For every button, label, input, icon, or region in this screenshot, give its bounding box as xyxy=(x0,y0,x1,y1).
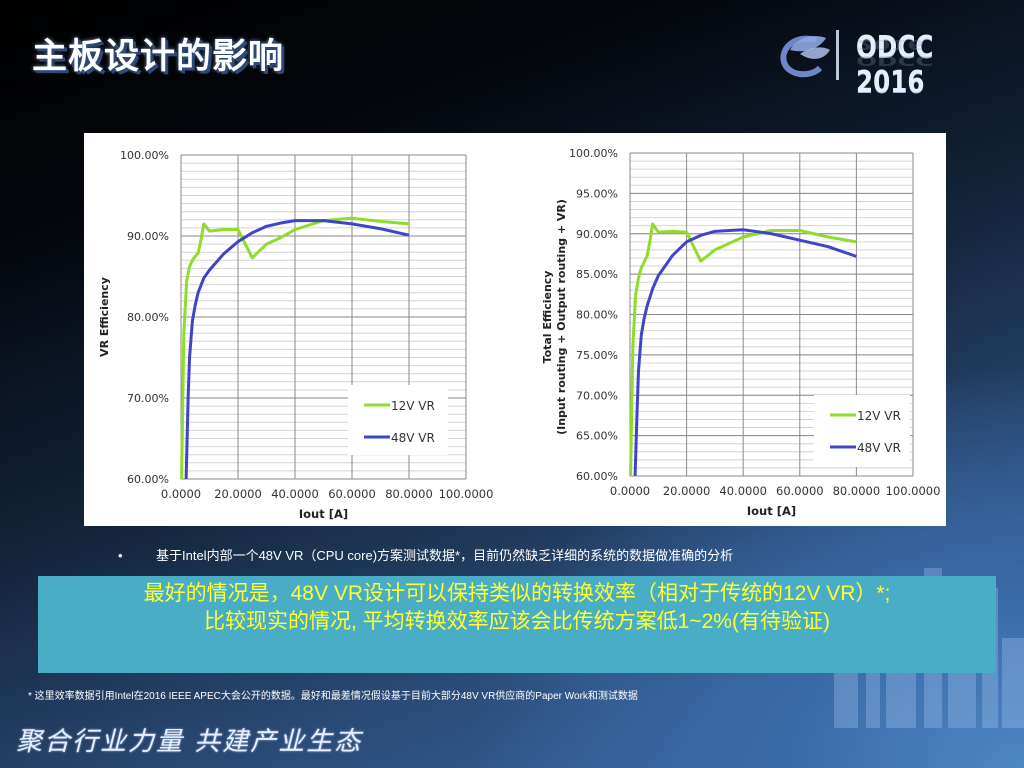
slide-title: 主板设计的影响 xyxy=(32,37,285,77)
y-tick-label: 60.00% xyxy=(127,473,169,486)
x-tick-label: 0.0000 xyxy=(161,487,201,501)
x-tick-label: 20.0000 xyxy=(663,484,711,498)
x-tick-label: 60.0000 xyxy=(776,484,824,498)
x-tick-label: 0.0000 xyxy=(610,484,650,498)
logo-separator xyxy=(836,30,839,80)
y-axis-label: VR Efficiency xyxy=(98,277,111,357)
y-tick-label: 65.00% xyxy=(576,430,618,443)
conclusion-line-2: 比较现实的情况, 平均转换效率应该会比传统方案低1~2%(有待验证) xyxy=(204,610,830,633)
x-tick-label: 20.0000 xyxy=(214,487,262,501)
y-tick-label: 100.00% xyxy=(569,147,618,160)
bullet-point: • 基于Intel内部一个48V VR（CPU core)方案测试数据*，目前仍然… xyxy=(118,545,733,564)
x-tick-label: 80.0000 xyxy=(833,484,881,498)
legend-label: 12V VR xyxy=(391,399,435,413)
y-tick-label: 90.00% xyxy=(576,228,618,241)
y-tick-label: 70.00% xyxy=(576,389,618,402)
bullet-dot-icon: • xyxy=(118,548,123,563)
legend-label: 48V VR xyxy=(857,441,901,455)
x-axis-label: Iout [A] xyxy=(299,507,348,521)
odcc-logo: ODCC 2016 ODCC 2016 xyxy=(772,24,1012,100)
legend xyxy=(814,395,910,467)
legend-label: 12V VR xyxy=(857,409,901,423)
y-tick-label: 70.00% xyxy=(127,392,169,405)
x-axis-label: Iout [A] xyxy=(747,504,796,518)
y-axis-label: (Input routing + Output routing + VR) xyxy=(555,199,568,435)
x-tick-label: 60.0000 xyxy=(328,487,376,501)
logo-reflection: ODCC 2016 xyxy=(856,36,934,69)
x-tick-label: 40.0000 xyxy=(719,484,767,498)
y-tick-label: 85.00% xyxy=(576,268,618,281)
y-tick-label: 95.00% xyxy=(576,187,618,200)
logo-text: ODCC 2016 xyxy=(856,30,934,100)
conclusion-box: 最好的情况是，48V VR设计可以保持类似的转换效率（相对于传统的12V VR）… xyxy=(38,576,996,673)
x-tick-label: 100.0000 xyxy=(439,487,494,501)
efficiency-charts-panel: 60.00% 70.00% 80.00% 90.00% 100.00% 0.0000 20.… xyxy=(84,133,946,526)
x-tick-label: 40.0000 xyxy=(271,487,319,501)
chart-1: 60.00% 70.00% 80.00% 90.00% 100.00% 0.0000 20.… xyxy=(98,149,493,521)
y-axis-label: Total Efficiency xyxy=(541,271,554,364)
x-tick-label: 100.0000 xyxy=(886,484,941,498)
odcc-emblem-icon xyxy=(780,35,830,78)
y-tick-label: 90.00% xyxy=(127,230,169,243)
y-tick-label: 75.00% xyxy=(576,349,618,362)
legend-label: 48V VR xyxy=(391,431,435,445)
chart-2: 60.00% 65.00% 70.00% 75.00% 80.00% 85.00% 90.0… xyxy=(541,147,940,518)
y-tick-label: 100.00% xyxy=(120,149,169,162)
efficiency-charts: 60.00% 70.00% 80.00% 90.00% 100.00% 0.0000 20.… xyxy=(98,147,940,521)
series-line-48v xyxy=(633,228,857,477)
conclusion-line-1: 最好的情况是，48V VR设计可以保持类似的转换效率（相对于传统的12V VR）… xyxy=(143,582,891,605)
y-tick-label: 60.00% xyxy=(576,470,618,483)
slogan: 聚合行业力量 共建产业生态 xyxy=(16,727,363,757)
y-tick-label: 80.00% xyxy=(576,309,618,322)
y-tick-label: 80.00% xyxy=(127,311,169,324)
legend xyxy=(348,385,448,455)
x-tick-label: 80.0000 xyxy=(385,487,433,501)
bullet-text: 基于Intel内部一个48V VR（CPU core)方案测试数据*，目前仍然缺… xyxy=(156,548,734,563)
series-line-48v xyxy=(184,219,410,480)
footnote: * 这里效率数据引用Intel在2016 IEEE APEC大会公开的数据。最好… xyxy=(28,691,638,702)
